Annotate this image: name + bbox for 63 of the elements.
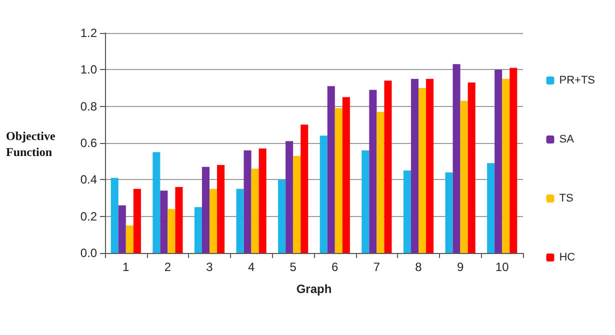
bar [152,152,160,253]
bar [293,156,301,253]
bar [278,180,286,253]
bar [376,112,384,253]
x-tick-label: 6 [332,260,339,274]
bar [418,88,426,253]
legend-label: TS [559,192,574,204]
y-tick-label: 0.8 [80,99,98,114]
bar [160,190,168,253]
y-axis-title: Objective Function [6,129,56,159]
legend-label: HC [559,252,576,264]
bar [244,150,252,253]
bar [369,90,377,253]
bar [494,70,502,253]
bar [410,78,418,253]
bar [236,188,244,253]
bar [251,168,259,253]
bar [286,141,294,253]
bar [460,100,468,253]
legend-label: PR+TS [559,74,596,86]
bar [175,187,183,253]
x-tick-label: 4 [248,260,255,274]
bar [300,124,308,253]
bar [362,150,370,253]
x-tick-label: 9 [456,260,464,274]
y-tick-label: 0.2 [80,209,98,224]
bar [468,82,476,253]
y-tick-label: 1.0 [80,62,98,77]
bar [384,80,392,253]
y-tick-label: 0.0 [80,246,98,260]
bar [194,207,202,253]
bar [168,209,176,253]
bar [110,178,118,253]
x-tick-label: 1 [122,260,130,274]
x-tick-label: 3 [206,260,214,274]
bar [320,136,328,253]
x-tick-label: 8 [415,260,422,274]
bar [445,172,453,253]
bar [426,78,434,253]
bar [502,78,510,253]
x-tick-label: 7 [373,260,380,274]
bar [210,188,218,253]
y-tick-label: 1.2 [80,26,98,40]
bar [118,205,126,253]
bar [217,165,225,253]
bar [487,163,495,253]
bar [202,166,210,253]
y-tick-label: 0.4 [80,172,98,187]
x-axis-title: Graph [296,282,332,296]
bar [334,108,342,253]
bar [133,188,141,253]
x-tick-label: 2 [164,260,172,274]
bar [452,64,460,253]
bar [342,97,350,253]
bar [403,170,411,253]
x-tick-label: 5 [290,260,297,274]
bar [258,148,266,253]
y-tick-label: 0.6 [80,136,98,150]
legend-label: SA [559,134,575,146]
bar [510,68,518,253]
bar [327,86,335,253]
bar [126,226,134,253]
x-tick-label: 10 [495,260,510,274]
